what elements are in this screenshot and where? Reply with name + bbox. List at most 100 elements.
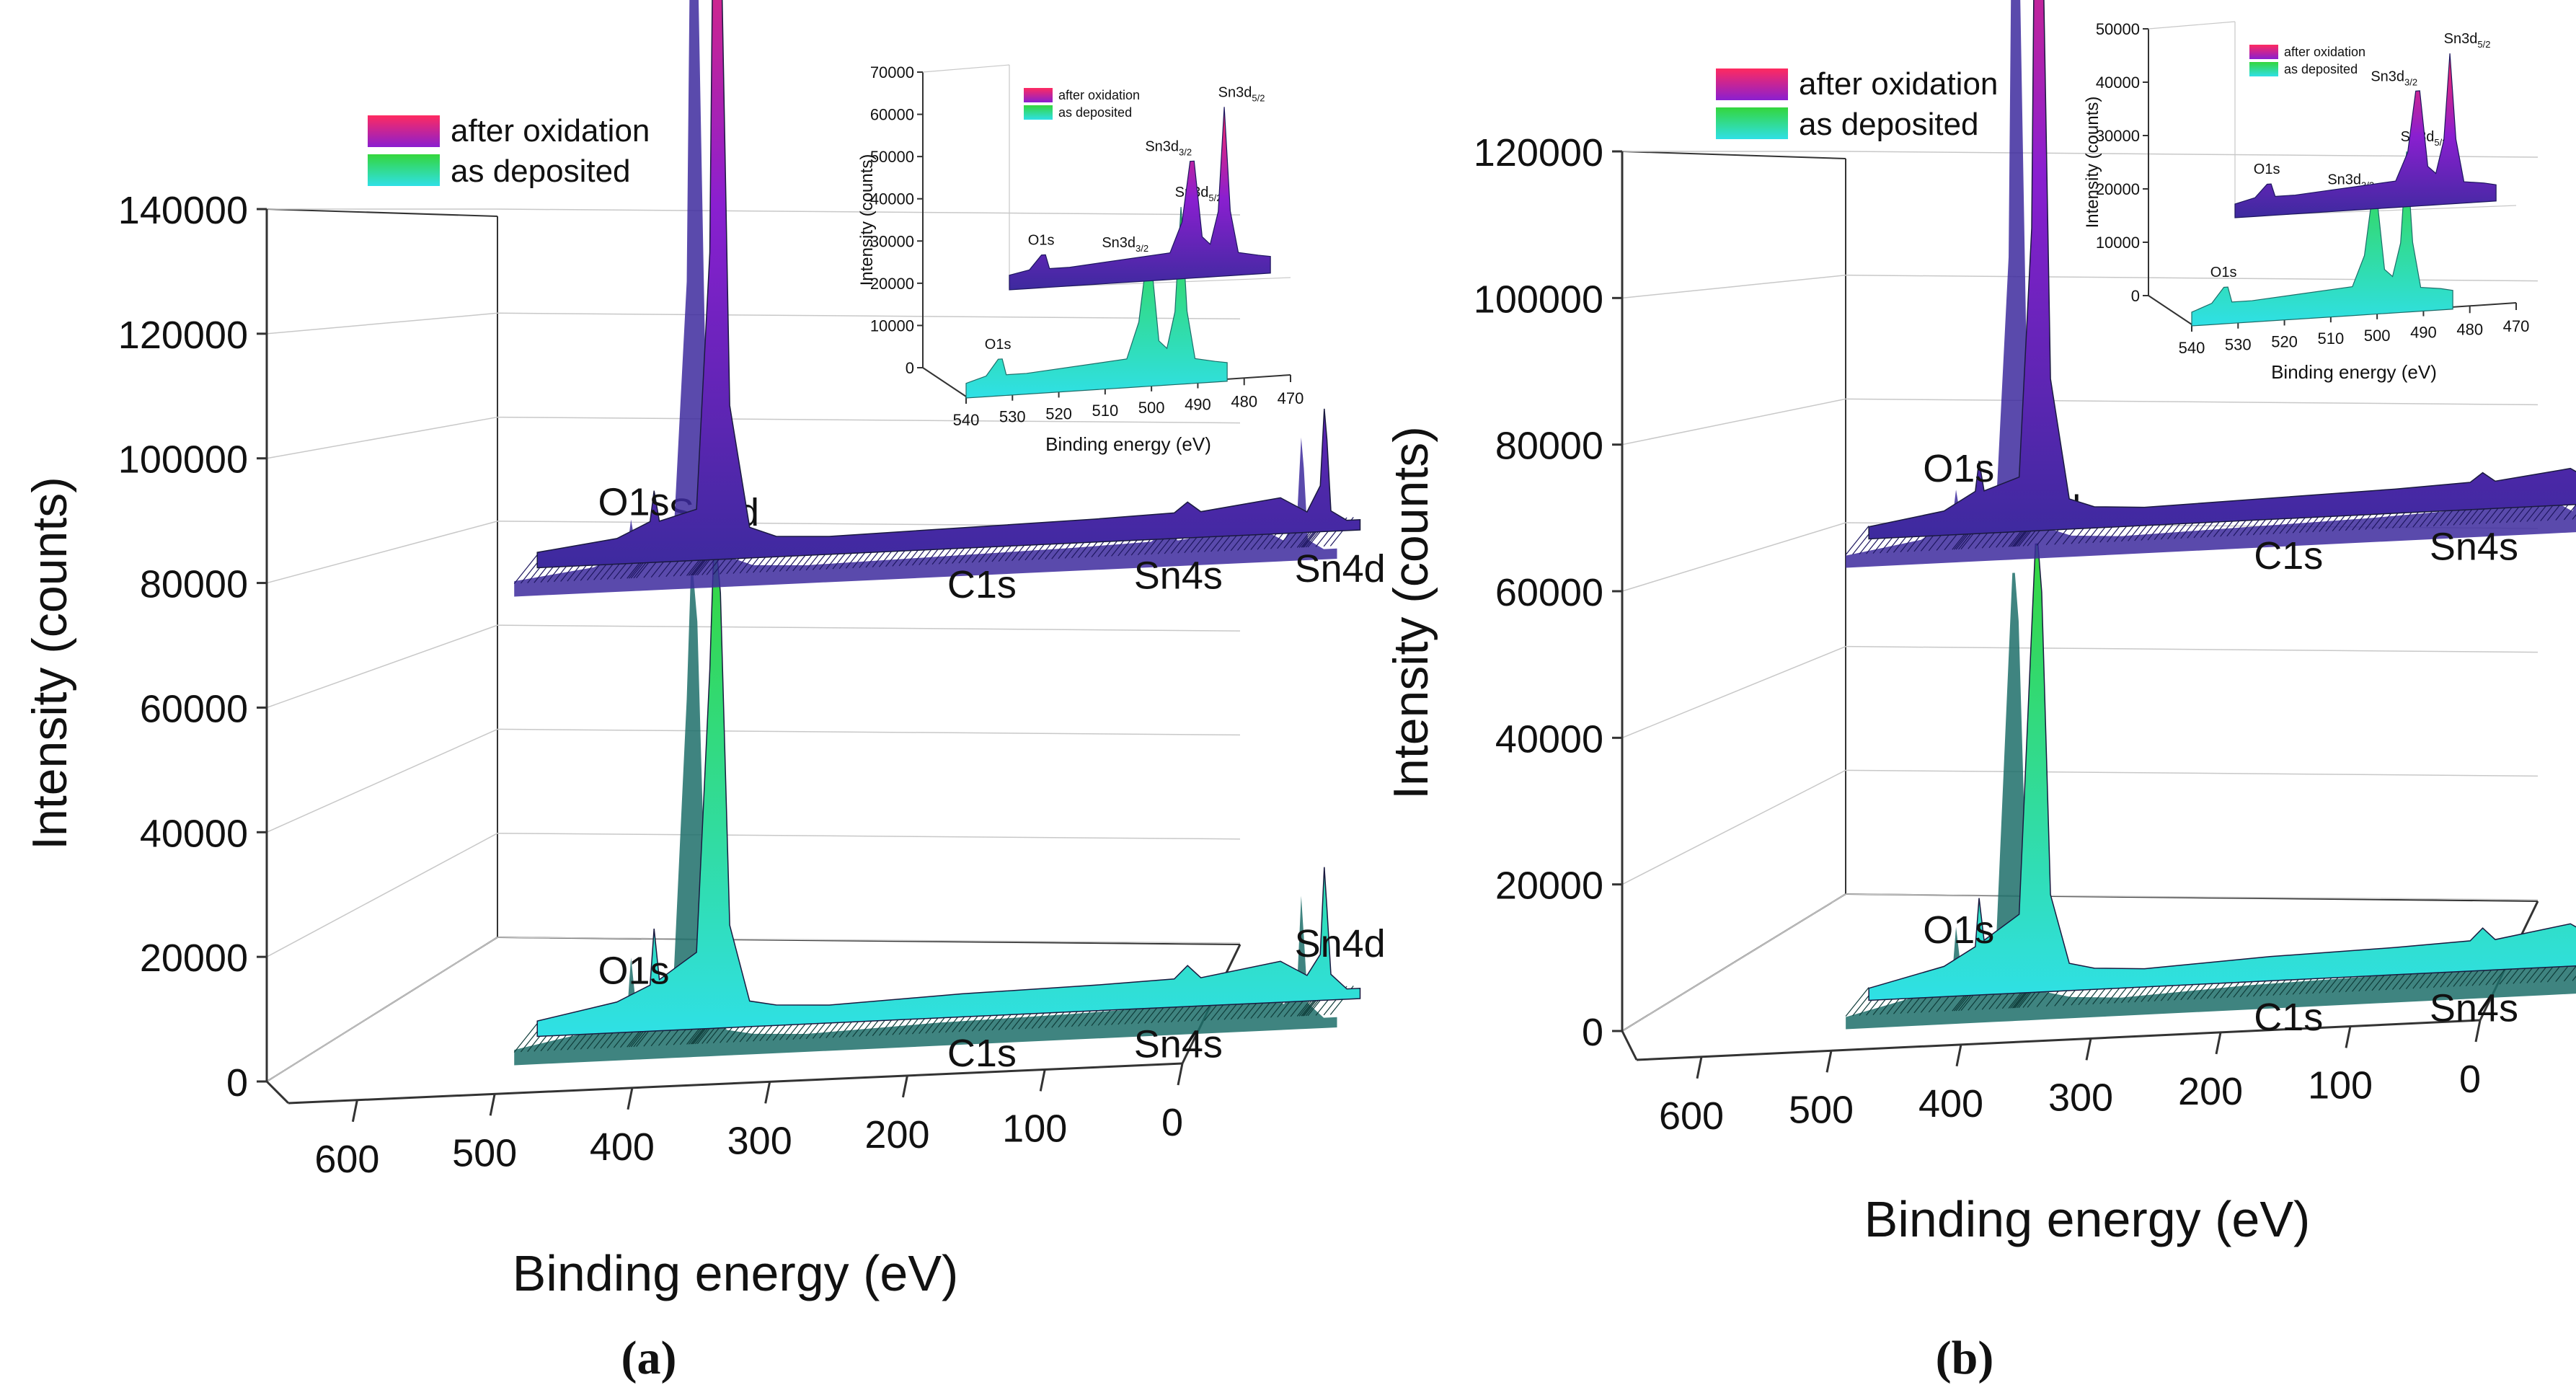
inset-peak-sub: 5/2	[2477, 39, 2490, 50]
x-tick-label: 0	[1161, 1101, 1183, 1144]
inset-peak-label: Sn3d3/2	[2371, 68, 2417, 87]
inset-x-tick-label: 540	[2179, 339, 2205, 357]
y-axis: 0 20000 40000 60000 80000 100000 120000 140000	[118, 189, 268, 1105]
inset-legend: after oxidation as deposited	[1024, 88, 1140, 120]
inset-series-area	[965, 207, 1228, 399]
inset-legend-label: after oxidation	[1058, 88, 1140, 102]
y-tick-label: 120000	[1474, 131, 1603, 174]
inset-y-tick-label: 10000	[870, 317, 914, 335]
y-tick-label: 40000	[1495, 717, 1603, 761]
series-as-deposited: O1sSn3dC1sSn4sSn4d	[513, 491, 1386, 1075]
inset-peak-sub: 3/2	[2404, 76, 2417, 87]
panel-a: 020000400006000080000100000120000140000I…	[22, 0, 1386, 1384]
inset-y-axis-title: Intensity (counts)	[857, 154, 877, 286]
inset-series-area	[2234, 53, 2497, 218]
x-axis: 600 500 400 300 200 100 0	[265, 944, 1241, 1181]
grid-lines	[266, 208, 1241, 1082]
inset-series-area	[1009, 107, 1271, 291]
ribbon-hatch	[2563, 965, 2576, 982]
legend-label: after oxidation	[451, 113, 650, 149]
x-tick-label: 300	[2048, 1076, 2113, 1119]
inset-y-axis-title: Intensity (counts)	[2083, 97, 2102, 229]
inset-peak-label: O1s	[2254, 162, 2280, 177]
panel-caption: (a)	[621, 1332, 677, 1384]
x-axis: 600 500 400 300 200 100 0	[1621, 901, 2539, 1138]
inset-y-tick-label: 20000	[2096, 180, 2140, 198]
inset-y-tick-label: 50000	[2096, 20, 2140, 38]
inset-series-area	[2191, 151, 2453, 327]
peak-label: Sn4d	[1295, 547, 1386, 590]
ribbon-hatch	[1845, 526, 1869, 555]
inset-y-tick-label: 10000	[2096, 234, 2140, 252]
x-tick-label: 300	[727, 1119, 792, 1162]
inset-x-tick-label: 480	[1231, 392, 1257, 410]
x-tick-label: 500	[452, 1131, 517, 1174]
series-area	[536, 0, 1361, 569]
y-tick-label: 80000	[140, 563, 248, 606]
peak-label: O1s	[598, 480, 670, 523]
inset-y-tick-label: 40000	[870, 190, 914, 208]
inset-x-tick-label: 520	[1045, 404, 1072, 423]
inset-series-after-oxidation: O1s Sn3d3/2 Sn3d5/2	[1009, 84, 1271, 291]
ribbon-hatch	[2563, 504, 2576, 521]
inset-peak-label: Sn3d5/2	[1218, 84, 1265, 103]
peak-label: Sn4s	[2430, 987, 2518, 1030]
y-tick-label: 20000	[1495, 864, 1603, 908]
x-tick-label: 600	[314, 1138, 379, 1181]
ribbon-hatch	[513, 554, 538, 584]
inset-peak-label: Sn3d3/2	[1102, 235, 1148, 254]
inset-x-tick-label: 530	[999, 408, 1026, 426]
y-tick-label: 100000	[1474, 278, 1603, 321]
peak-label: C1s	[947, 563, 1017, 606]
y-axis-title: Intensity (counts)	[22, 477, 77, 850]
ribbon-hatch	[1845, 987, 1869, 1017]
peak-label: Sn4d	[1295, 922, 1386, 965]
series-slab	[514, 575, 1337, 1066]
inset-legend-label: as deposited	[2284, 62, 2358, 76]
x-tick-label: 400	[590, 1125, 655, 1169]
inset-x-tick-label: 490	[2410, 324, 2437, 342]
series-area	[536, 546, 1361, 1038]
inset-x-axis-title: Binding energy (eV)	[2271, 361, 2437, 383]
panel-b: 020000400006000080000100000120000Intensi…	[1384, 0, 2576, 1384]
peak-label: O1s	[1923, 447, 1994, 490]
inset-y-tick-label: 60000	[870, 106, 914, 124]
inset-x-tick-label: 480	[2456, 320, 2483, 338]
inset-peak-sub: 3/2	[1136, 243, 1148, 254]
x-tick-label: 200	[864, 1113, 929, 1156]
inset-y-tick-label: 30000	[2096, 127, 2140, 145]
y-tick-label: 140000	[118, 189, 248, 232]
y-tick-label: 40000	[140, 812, 248, 855]
inset-y-tick-label: 70000	[870, 63, 914, 81]
legend-swatch-oxidation	[1716, 68, 1788, 100]
x-tick-label: 500	[1789, 1088, 1854, 1131]
inset-peak-label: O1s	[985, 337, 1012, 353]
inset-x-tick-label: 510	[1092, 402, 1118, 420]
peak-label: Sn4s	[1134, 554, 1223, 598]
peak-label: O1s	[598, 949, 670, 992]
series-slab	[1846, 572, 2576, 1030]
legend-label: as deposited	[451, 154, 631, 189]
y-tick-label: 0	[226, 1061, 248, 1105]
inset-x-tick-label: 510	[2317, 329, 2344, 348]
inset-y-tick-label: 0	[906, 359, 914, 377]
inset-legend-swatch	[2249, 45, 2278, 59]
inset-y-tick-label: 30000	[870, 232, 914, 250]
inset-y-tick-label: 50000	[870, 148, 914, 166]
inset-x-tick-label: 500	[2364, 327, 2391, 345]
x-tick-label: 400	[1918, 1082, 1983, 1125]
series-after-oxidation: O1sSn3dC1sSn4sSn4d	[513, 0, 1386, 606]
inset-peak-sub: 3/2	[1179, 147, 1192, 158]
legend-swatch-deposited	[1716, 107, 1788, 139]
x-tick-label: 600	[1659, 1094, 1724, 1138]
inset-legend-label: as deposited	[1058, 105, 1132, 120]
inset-x-tick-label: 540	[953, 411, 980, 429]
series-area	[1868, 0, 2576, 540]
y-tick-label: 0	[1582, 1011, 1603, 1054]
legend-label: after oxidation	[1799, 66, 1998, 102]
legend-swatch-deposited	[368, 154, 440, 186]
inset-x-tick-label: 530	[2225, 336, 2252, 354]
y-tick-label: 60000	[1495, 571, 1603, 614]
inset-x-tick-label: 490	[1185, 396, 1211, 414]
